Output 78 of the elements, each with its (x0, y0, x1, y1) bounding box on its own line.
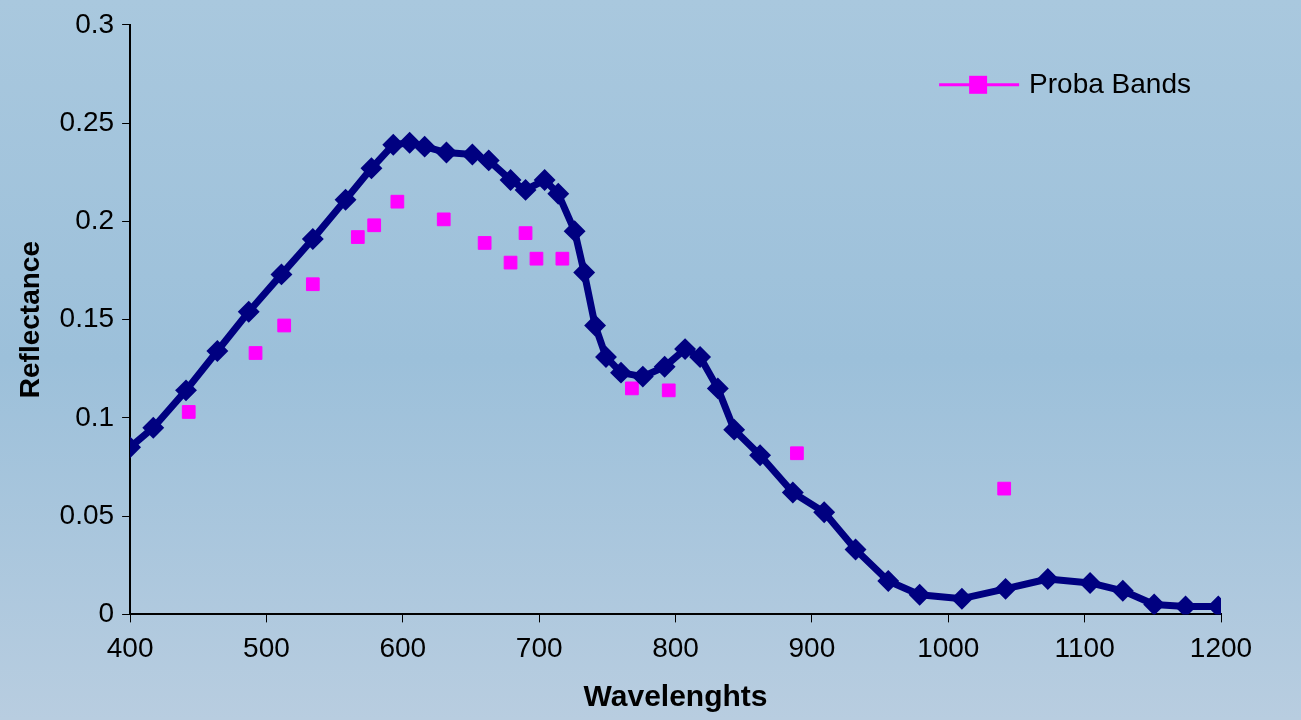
point (503, 255, 518, 270)
point (675, 339, 695, 359)
point (383, 135, 403, 155)
y-axis-title: Reflectance (13, 241, 45, 399)
point (181, 405, 196, 419)
point (303, 229, 323, 249)
x-tick-label: 1100 (1054, 631, 1115, 663)
x-tick-label: 400 (106, 631, 154, 663)
point (952, 589, 972, 609)
point (790, 446, 804, 461)
point (477, 236, 492, 250)
point (1080, 573, 1100, 593)
point (400, 133, 420, 153)
y-tick-label: 0.2 (75, 204, 115, 236)
point (910, 585, 930, 605)
point (207, 341, 227, 361)
point (143, 418, 163, 438)
x-tick-label: 900 (788, 631, 836, 663)
point (661, 383, 676, 398)
point (1113, 581, 1133, 601)
point (501, 170, 521, 190)
point (436, 212, 451, 227)
point (611, 363, 631, 383)
x-tick-label: 700 (515, 631, 563, 663)
x-tick-label: 600 (379, 631, 427, 663)
point (690, 347, 710, 367)
y-tick-label: 0.3 (75, 7, 115, 39)
point (846, 540, 866, 560)
point (277, 318, 292, 333)
x-tick-label: 1000 (917, 631, 980, 663)
point (479, 150, 499, 170)
point (878, 571, 898, 591)
y-tick-label: 0.1 (75, 400, 115, 432)
point (814, 502, 834, 522)
point (708, 378, 728, 398)
point (724, 420, 744, 440)
point (516, 180, 536, 200)
y-tick-label: 0.05 (59, 498, 115, 530)
point (565, 221, 585, 241)
point (555, 251, 570, 266)
point (367, 218, 382, 233)
point (996, 579, 1016, 599)
point (655, 357, 675, 377)
point (462, 145, 482, 165)
point (585, 316, 605, 335)
x-tick-label: 500 (243, 631, 290, 663)
point (625, 381, 639, 396)
x-tick-label: 1200 (1189, 631, 1253, 663)
point (415, 137, 435, 157)
point (1038, 569, 1058, 589)
point (361, 158, 381, 178)
y-tick-label: 0 (98, 597, 115, 629)
point (997, 481, 1012, 496)
point (783, 483, 803, 503)
point (350, 230, 365, 244)
point (574, 262, 594, 282)
point (336, 190, 356, 210)
y-tick-label: 0.25 (59, 105, 115, 137)
point (750, 445, 770, 465)
x-tick-label: 800 (652, 631, 699, 663)
point (390, 194, 405, 209)
point (239, 302, 259, 322)
point (1144, 595, 1164, 615)
point (248, 346, 263, 360)
point (548, 184, 568, 204)
point (271, 264, 291, 284)
point (518, 226, 533, 240)
point (1176, 597, 1196, 615)
point (176, 380, 196, 400)
point (596, 347, 616, 367)
x-axis-title: Wavelenghts (583, 679, 768, 713)
legend-label: Proba Bands (1029, 67, 1191, 99)
point (633, 367, 653, 387)
point (535, 170, 555, 190)
point (305, 277, 320, 292)
point (529, 251, 544, 266)
point (436, 143, 456, 163)
y-tick-label: 0.15 (59, 302, 115, 334)
